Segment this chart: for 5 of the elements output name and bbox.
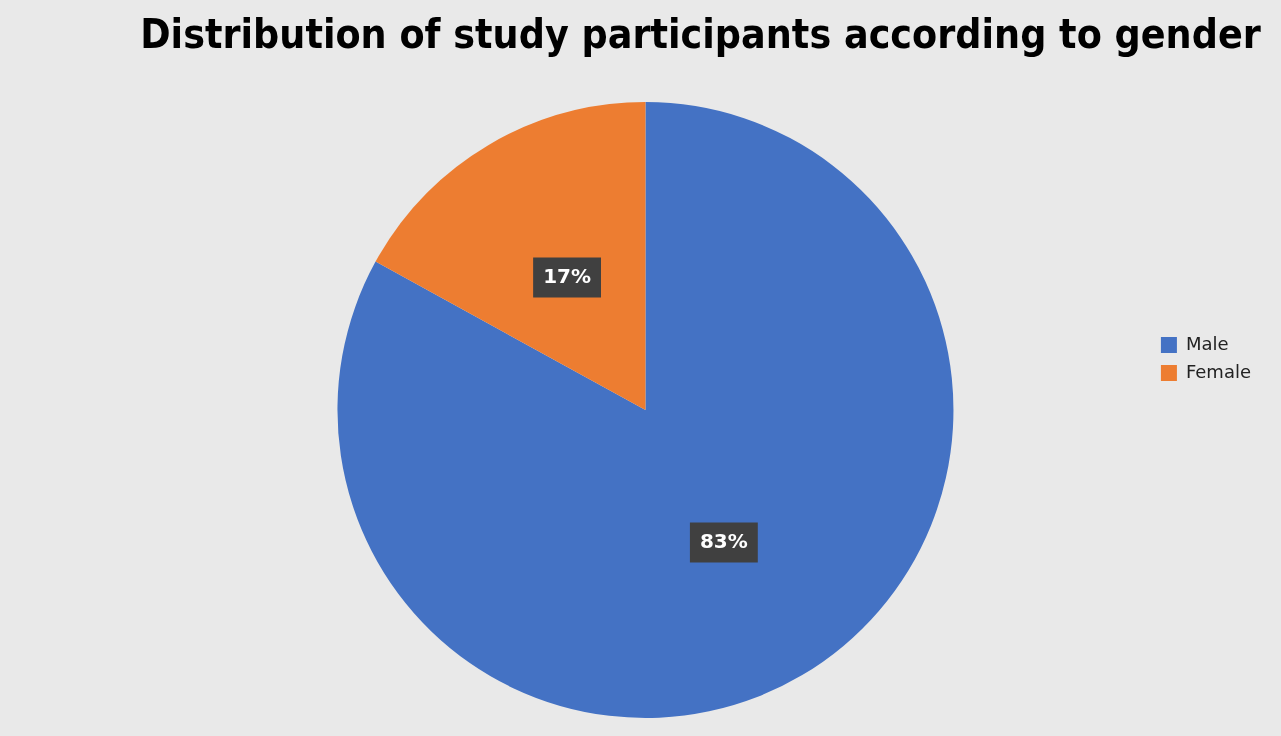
data-label: 17%: [543, 263, 591, 288]
data-label: 83%: [699, 528, 748, 553]
legend-label: Female: [1185, 360, 1252, 382]
legend-label: Male: [1185, 332, 1229, 354]
chart-title: Distribution of study participants according to gender: [140, 10, 1261, 58]
